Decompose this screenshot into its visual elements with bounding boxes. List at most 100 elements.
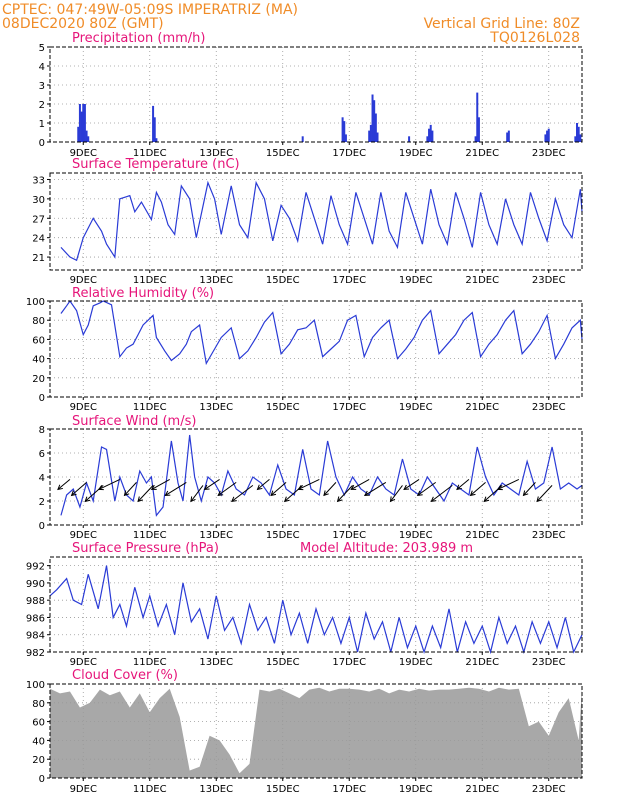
y-tick-label: 40 [32,355,45,366]
wind-arrow-head [522,490,529,497]
wind-arrow [323,482,337,496]
x-tick-label: 11DEC [133,530,167,541]
precip-bar [301,136,304,142]
wind-arrow [536,485,553,502]
panel-frame [49,172,583,271]
precip-bar [376,132,379,142]
precip-bar [476,92,479,142]
series-line [49,565,583,655]
x-tick-label: 9DEC [70,402,97,413]
wind-arrow [298,478,320,490]
x-tick-label: 21DEC [465,275,499,286]
precip-bar [153,117,156,142]
wind-arrow [257,479,270,490]
x-tick-label: 15DEC [266,275,300,286]
y-tick-label: 984 [26,631,45,642]
precip-bar [429,124,432,142]
panel-title: Surface Pressure (hPa) [72,541,219,556]
x-tick-label: 11DEC [133,784,167,795]
precip-bar [577,126,580,142]
x-tick-label: 19DEC [399,402,433,413]
x-tick-label: 23DEC [532,784,566,795]
y-tick-label: 21 [32,253,45,264]
precip-bar [474,136,477,142]
precip-bar [431,130,434,142]
wind-arrow-head [350,484,357,490]
precip-bar [371,94,374,142]
x-tick-label: 17DEC [332,530,366,541]
x-tick-label: 23DEC [532,148,566,159]
x-tick-label: 21DEC [465,784,499,795]
precip-bar [82,104,85,142]
wind-arrow-head [323,490,329,497]
panel-frame [49,556,583,653]
wind-arrow [337,485,353,502]
y-tick-label: 33 [32,175,45,186]
wind-arrow-head [456,484,462,491]
precip-bar [83,104,86,142]
wind-arrow [431,485,453,502]
precip-bar [368,130,371,142]
precip-bar [408,136,411,142]
wind-arrow [523,482,536,496]
y-tick-label: 0 [39,521,45,532]
x-tick-label: 9DEC [70,784,97,795]
wind-arrow [57,479,71,490]
precip-bar [576,123,579,142]
cloud-cover-area [50,687,582,778]
x-tick-label: 13DEC [199,784,233,795]
precip-bar [78,104,81,142]
header-model-code: TQ0126L028 [489,30,580,46]
y-tick-label: 990 [26,579,45,590]
precip-bar [426,136,429,142]
wind-arrow-head [469,490,476,497]
header-location: CPTEC: 047:49W-05:09S IMPERATRIZ (MA) [2,2,298,18]
wind-arrow [204,478,220,490]
y-tick-label: 30 [32,195,45,206]
wind-arrow [190,485,204,502]
x-tick-label: 13DEC [199,275,233,286]
y-tick-label: 40 [32,736,45,747]
wind-arrow-head [416,490,423,497]
panel-title: Surface Wind (m/s) [72,414,196,429]
y-tick-label: 8 [39,425,45,436]
panel-frame [49,46,583,143]
wind-arrow-head [190,496,196,503]
wind-arrow [470,482,486,496]
y-tick-label: 988 [26,596,45,607]
panel-frame [49,683,583,779]
x-tick-label: 9DEC [70,148,97,159]
wind-arrow-head [256,484,263,491]
wind-arrow-head [70,490,77,497]
wind-arrow-head [496,485,503,491]
precip-bar [87,136,90,142]
wind-arrow [403,478,420,490]
wind-arrow [137,485,154,502]
precip-bar [80,111,83,142]
y-tick-label: 100 [26,297,45,308]
wind-arrow [151,478,170,490]
x-tick-label: 21DEC [465,657,499,668]
y-tick-label: 6 [39,449,45,460]
wind-arrow-head [336,496,343,503]
model-altitude-annotation: Model Altitude: 203.989 m [300,541,473,556]
y-tick-label: 20 [32,755,45,766]
precip-bar [547,128,550,142]
x-tick-label: 15DEC [266,784,300,795]
precip-bar [155,138,158,142]
precip-bar [574,136,577,142]
series-line [60,434,583,517]
panel-title: Cloud Cover (%) [72,668,178,683]
panel-frame [49,300,583,398]
y-tick-label: 982 [26,648,45,659]
x-tick-label: 9DEC [70,657,97,668]
wind-arrow-head [97,485,104,491]
precip-bar [507,130,510,142]
x-tick-label: 21DEC [465,530,499,541]
wind-arrow [390,485,403,502]
y-tick-label: 80 [32,699,45,710]
wind-arrow-head [137,496,143,503]
y-tick-label: 1 [39,119,45,130]
wind-arrow-head [389,496,396,503]
